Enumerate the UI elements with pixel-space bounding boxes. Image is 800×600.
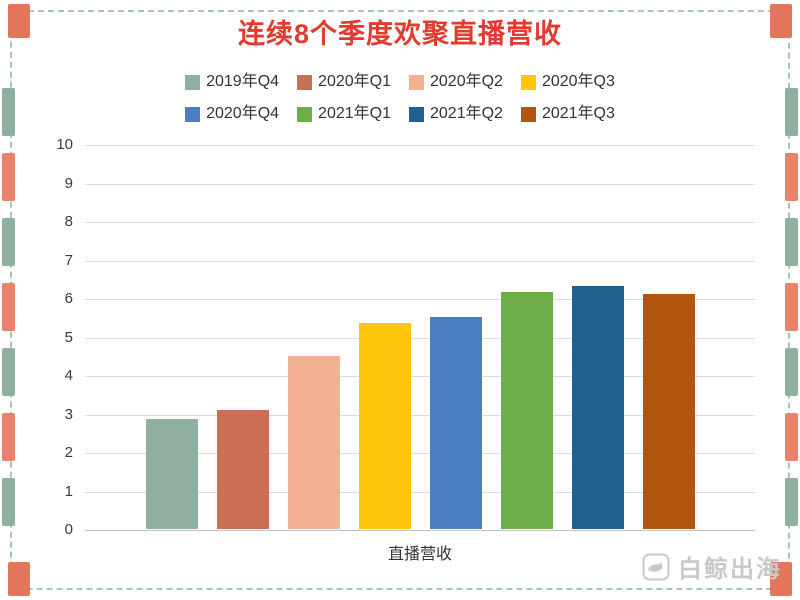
bar-2020年Q4 bbox=[429, 317, 482, 529]
gridline bbox=[85, 337, 755, 339]
legend-item: 2021年Q3 bbox=[520, 98, 615, 130]
gridline bbox=[85, 530, 755, 531]
gridline bbox=[85, 299, 755, 300]
y-axis-tick-label: 0 bbox=[64, 521, 73, 538]
y-axis-tick-label: 5 bbox=[64, 328, 73, 346]
frame-decoration-block bbox=[2, 478, 15, 526]
frame-decoration-block bbox=[8, 562, 30, 596]
gridline bbox=[85, 145, 755, 146]
gridline bbox=[85, 183, 755, 185]
plot-area: 0 1 2 3 4 5 6 7 8 9 10 bbox=[56, 136, 755, 538]
y-axis-tick-label: 6 bbox=[64, 290, 73, 307]
gridline bbox=[85, 453, 755, 454]
legend-swatch-icon bbox=[297, 74, 313, 90]
y-axis-tick-label: 4 bbox=[64, 367, 73, 384]
legend-row: 2019年Q4 2020年Q1 2020年Q2 2020年Q3 bbox=[0, 66, 800, 98]
y-axis-tick-label: 3 bbox=[64, 405, 73, 423]
legend-item: 2019年Q4 bbox=[185, 66, 279, 98]
y-axis-tick-label: 9 bbox=[64, 174, 73, 192]
frame-decoration-block bbox=[2, 218, 15, 266]
chart-title: 连续8个季度欢聚直播营收 bbox=[237, 19, 562, 49]
y-axis-tick-label: 2 bbox=[64, 444, 73, 461]
frame-decoration-block bbox=[785, 153, 798, 201]
watermark: 白鲸出海 bbox=[642, 549, 782, 584]
whale-icon bbox=[642, 553, 670, 580]
bar-2021年Q3 bbox=[642, 294, 695, 529]
legend-label: 2019年Q4 bbox=[206, 73, 280, 90]
gridline bbox=[85, 260, 755, 262]
legend-label: 2020年Q3 bbox=[541, 73, 615, 90]
legend-item: 2020年Q3 bbox=[520, 66, 615, 98]
gridline bbox=[85, 222, 755, 223]
y-axis-tick-label: 1 bbox=[64, 482, 73, 500]
legend-item: 2020年Q1 bbox=[297, 66, 391, 98]
legend-swatch-icon bbox=[185, 106, 201, 122]
frame-decoration-block bbox=[770, 562, 792, 596]
legend-row: 2020年Q4 2021年Q1 2021年Q2 2021年Q3 bbox=[0, 98, 800, 130]
y-axis-tick-label: 10 bbox=[56, 136, 73, 153]
legend-swatch-icon bbox=[185, 74, 201, 90]
frame-decoration-block bbox=[785, 478, 798, 526]
chart-legend: 2019年Q4 2020年Q1 2020年Q2 2020年Q3 2020年Q4 2021年… bbox=[0, 66, 800, 130]
bar-2020年Q1 bbox=[216, 409, 269, 529]
legend-label: 2021年Q2 bbox=[430, 105, 503, 122]
gridline bbox=[85, 491, 755, 493]
frame-decoration-block bbox=[785, 348, 798, 396]
bar-2020年Q2 bbox=[287, 355, 340, 529]
bar-2019年Q4 bbox=[145, 419, 198, 529]
frame-decoration-block bbox=[785, 413, 798, 461]
y-axis-tick-label: 7 bbox=[64, 251, 73, 269]
frame-decoration-block bbox=[2, 153, 15, 201]
legend-label: 2020年Q2 bbox=[430, 73, 503, 90]
legend-label: 2020年Q1 bbox=[318, 73, 391, 90]
frame-decoration-block bbox=[785, 88, 798, 136]
legend-label: 2021年Q3 bbox=[541, 105, 615, 122]
legend-item: 2020年Q4 bbox=[185, 98, 279, 130]
watermark-text: 白鲸出海 bbox=[678, 556, 782, 583]
legend-swatch-icon bbox=[409, 74, 424, 90]
gridline bbox=[85, 376, 755, 377]
legend-item: 2021年Q2 bbox=[409, 98, 503, 130]
bar-2021年Q2 bbox=[571, 286, 624, 529]
x-axis-category-label: 直播营收 bbox=[387, 546, 452, 563]
legend-item: 2021年Q1 bbox=[297, 98, 391, 130]
legend-label: 2020年Q4 bbox=[206, 105, 280, 122]
frame-decoration-block bbox=[8, 4, 30, 38]
frame-decoration-block bbox=[2, 283, 15, 331]
legend-swatch-icon bbox=[520, 74, 536, 90]
bar-2021年Q1 bbox=[500, 292, 553, 529]
frame-decoration-block bbox=[785, 218, 798, 266]
bar-2020年Q3 bbox=[358, 323, 411, 529]
gridline bbox=[85, 414, 755, 416]
frame-decoration-block bbox=[770, 4, 792, 38]
frame-decoration-block bbox=[2, 88, 15, 136]
legend-swatch-icon bbox=[409, 106, 424, 122]
legend-item: 2020年Q2 bbox=[409, 66, 503, 98]
legend-swatch-icon bbox=[297, 106, 313, 122]
frame-decoration-block bbox=[785, 283, 798, 331]
y-axis-tick-label: 8 bbox=[64, 213, 73, 230]
frame-decoration-block bbox=[2, 413, 15, 461]
legend-label: 2021年Q1 bbox=[318, 105, 391, 122]
legend-swatch-icon bbox=[520, 106, 536, 122]
frame-decoration-block bbox=[2, 348, 15, 396]
